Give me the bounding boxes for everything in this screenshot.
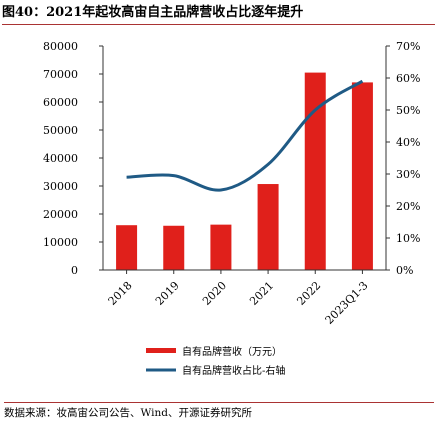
line-series: [126, 79, 364, 192]
x-tick-label: 2019: [153, 279, 182, 308]
x-tick-label: 2020: [200, 279, 229, 308]
figure-title: 图40：2021年起妆高宙自主品牌营收占比逐年提升: [2, 2, 435, 25]
bar-2019: [163, 225, 185, 270]
right-tick-label: 30%: [396, 168, 420, 181]
left-tick-label: 60000: [43, 96, 78, 109]
left-y-axis: 0 10000 20000 30000 40000 50000 60000 70000 8000…: [43, 40, 104, 277]
bar-2023Q1-3: [351, 82, 373, 271]
left-tick-label: 50000: [43, 124, 78, 137]
bar-2021: [257, 184, 279, 270]
x-tick-label: 2022: [294, 279, 323, 308]
right-tick-label: 10%: [396, 232, 420, 245]
left-tick-label: 0: [71, 264, 78, 277]
x-tick-label: 2023Q1-3: [323, 279, 371, 327]
right-tick-label: 40%: [396, 136, 420, 149]
legend-swatch-bar: [146, 348, 176, 353]
bar-series: [116, 72, 373, 271]
share-line: [126, 79, 364, 192]
bar-2018: [116, 225, 138, 270]
left-tick-label: 70000: [43, 68, 78, 81]
left-tick-label: 30000: [43, 180, 78, 193]
legend: 自有品牌营收（万元） 自有品牌营收占比-右轴: [146, 345, 285, 377]
source-note: 数据来源：妆高宙公司公告、Wind、开源证券研究所: [4, 402, 434, 421]
left-tick-label: 20000: [43, 208, 78, 221]
right-tick-label: 20%: [396, 200, 420, 213]
chart: 0 10000 20000 30000 40000 50000 60000 70000 8000…: [43, 40, 420, 377]
right-tick-label: 50%: [396, 104, 420, 117]
right-tick-label: 70%: [396, 40, 420, 53]
right-y-axis: 0% 10% 20% 30% 40% 50% 60% 70%: [385, 40, 420, 277]
bar-2022: [304, 72, 326, 270]
legend-label-bar: 自有品牌营收（万元）: [182, 345, 282, 358]
right-tick-label: 60%: [396, 72, 420, 85]
right-tick-label: 0%: [396, 264, 413, 277]
x-tick-label: 2021: [247, 279, 276, 308]
left-tick-label: 10000: [43, 236, 78, 249]
x-axis: 2018 2019 2020 2021 2022 2023Q1-3: [103, 269, 386, 327]
bar-2020: [210, 224, 232, 270]
legend-label-line: 自有品牌营收占比-右轴: [182, 364, 285, 377]
left-tick-label: 40000: [43, 152, 78, 165]
x-tick-label: 2018: [106, 279, 135, 308]
left-tick-label: 80000: [43, 40, 78, 53]
